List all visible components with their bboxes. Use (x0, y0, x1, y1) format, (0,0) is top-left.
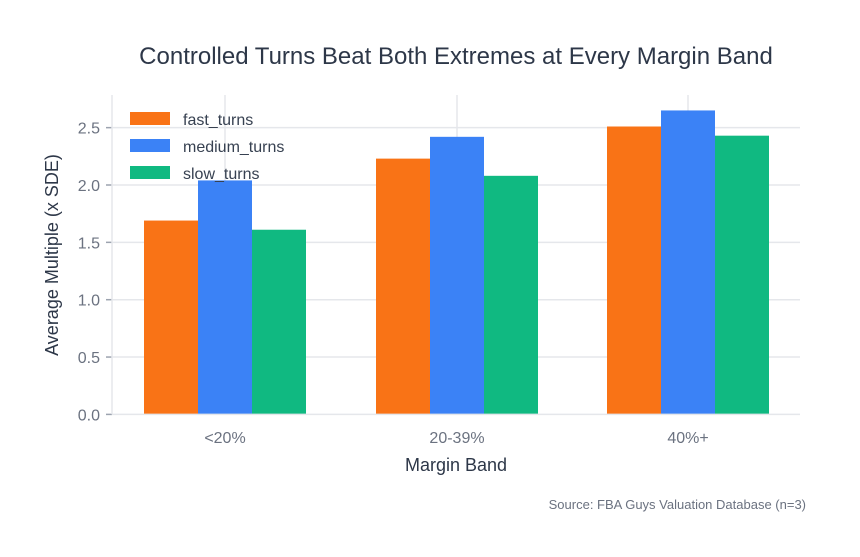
bar-fast_turns (607, 126, 661, 415)
y-tick-label: 2.0 (78, 178, 100, 195)
source-annotation: Source: FBA Guys Valuation Database (n=3… (549, 497, 806, 512)
legend-label-medium_turns: medium_turns (183, 139, 284, 156)
x-axis-label: Margin Band (405, 455, 507, 475)
x-tick-label: 40%+ (667, 430, 708, 447)
bar-fast_turns (144, 220, 198, 415)
bar-slow_turns (484, 175, 538, 415)
bar-medium_turns (430, 136, 484, 415)
y-tick-label: 1.5 (78, 235, 100, 252)
x-tick-label: 20-39% (429, 430, 484, 447)
chart-title: Controlled Turns Beat Both Extremes at E… (139, 43, 773, 70)
y-tick-label: 0.0 (78, 407, 100, 424)
x-tick-label: <20% (204, 430, 245, 447)
bar-fast_turns (376, 158, 430, 415)
y-tick-label: 2.5 (78, 121, 100, 138)
bar-slow_turns (252, 229, 306, 415)
bar-medium_turns (198, 180, 252, 415)
legend-swatch-slow_turns (130, 166, 170, 179)
bars (144, 110, 769, 415)
legend: fast_turns medium_turns slow_turns (130, 112, 284, 183)
y-tick-label: 0.5 (78, 350, 100, 367)
legend-swatch-fast_turns (130, 112, 170, 125)
legend-label-fast_turns: fast_turns (183, 112, 253, 129)
legend-swatch-medium_turns (130, 139, 170, 152)
bar-medium_turns (661, 110, 715, 415)
axes: 0.0 0.5 1.0 1.5 2.0 2.5 <20% 20-39% 40%+ (78, 95, 800, 447)
bar-slow_turns (715, 135, 769, 415)
y-axis-label: Average Multiple (x SDE) (42, 154, 62, 356)
y-tick-label: 1.0 (78, 293, 100, 310)
legend-label-slow_turns: slow_turns (183, 166, 259, 183)
